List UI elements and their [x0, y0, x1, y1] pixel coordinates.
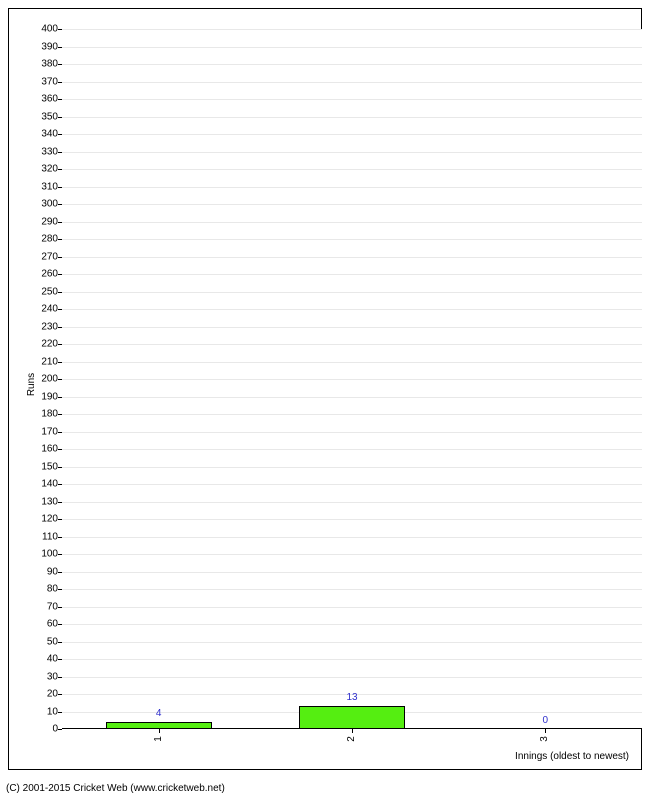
gridline [62, 519, 642, 520]
y-tick-label: 20 [47, 689, 62, 700]
y-tick-label: 160 [41, 444, 62, 455]
y-tick-label: 300 [41, 199, 62, 210]
gridline [62, 467, 642, 468]
gridline [62, 327, 642, 328]
y-tick-label: 390 [41, 41, 62, 52]
y-tick-label: 90 [47, 566, 62, 577]
x-tick-label: 3 [539, 736, 550, 742]
x-tick-mark [545, 729, 546, 733]
gridline [62, 274, 642, 275]
y-tick-label: 120 [41, 514, 62, 525]
y-tick-label: 310 [41, 181, 62, 192]
y-tick-label: 340 [41, 129, 62, 140]
gridline [62, 169, 642, 170]
gridline [62, 292, 642, 293]
gridline [62, 239, 642, 240]
bar-value-label: 13 [346, 692, 357, 703]
y-tick-label: 290 [41, 216, 62, 227]
y-tick-label: 0 [52, 724, 62, 735]
y-tick-label: 380 [41, 59, 62, 70]
gridline [62, 537, 642, 538]
gridline [62, 362, 642, 363]
gridline [62, 344, 642, 345]
y-tick-label: 30 [47, 671, 62, 682]
bar [106, 722, 212, 729]
y-tick-label: 60 [47, 619, 62, 630]
y-tick-label: 270 [41, 251, 62, 262]
y-tick-label: 280 [41, 234, 62, 245]
y-tick-label: 400 [41, 24, 62, 35]
x-tick-label: 2 [346, 736, 357, 742]
gridline [62, 397, 642, 398]
y-tick-label: 150 [41, 461, 62, 472]
gridline [62, 449, 642, 450]
gridline [62, 414, 642, 415]
gridline [62, 204, 642, 205]
gridline [62, 379, 642, 380]
y-tick-label: 330 [41, 146, 62, 157]
gridline [62, 99, 642, 100]
y-tick-label: 360 [41, 94, 62, 105]
y-tick-label: 260 [41, 269, 62, 280]
gridline [62, 29, 642, 30]
y-tick-label: 250 [41, 286, 62, 297]
plot-area: 0102030405060708090100110120130140150160… [62, 29, 642, 729]
gridline [62, 117, 642, 118]
gridline [62, 309, 642, 310]
y-tick-label: 350 [41, 111, 62, 122]
y-tick-label: 110 [42, 531, 62, 542]
gridline [62, 64, 642, 65]
chart-container: 0102030405060708090100110120130140150160… [0, 0, 650, 800]
gridline [62, 659, 642, 660]
y-tick-label: 370 [41, 76, 62, 87]
y-tick-label: 190 [41, 391, 62, 402]
y-axis-title: Runs [26, 373, 37, 396]
y-tick-label: 200 [41, 374, 62, 385]
chart-border: 0102030405060708090100110120130140150160… [8, 8, 642, 770]
y-tick-label: 210 [41, 356, 62, 367]
gridline [62, 642, 642, 643]
y-tick-label: 70 [47, 601, 62, 612]
gridline [62, 134, 642, 135]
y-tick-label: 40 [47, 654, 62, 665]
y-tick-label: 240 [41, 304, 62, 315]
gridline [62, 187, 642, 188]
gridline [62, 47, 642, 48]
x-axis-title: Innings (oldest to newest) [515, 751, 629, 762]
gridline [62, 432, 642, 433]
copyright-text: (C) 2001-2015 Cricket Web (www.cricketwe… [6, 783, 225, 794]
y-tick-label: 100 [41, 549, 62, 560]
gridline [62, 222, 642, 223]
y-tick-label: 220 [41, 339, 62, 350]
y-tick-label: 130 [41, 496, 62, 507]
gridline [62, 607, 642, 608]
gridline [62, 502, 642, 503]
bar-value-label: 4 [156, 708, 162, 719]
gridline [62, 484, 642, 485]
gridline [62, 152, 642, 153]
gridline [62, 82, 642, 83]
gridline [62, 257, 642, 258]
gridline [62, 554, 642, 555]
x-tick-mark [159, 729, 160, 733]
y-tick-label: 80 [47, 584, 62, 595]
bar-value-label: 0 [543, 715, 549, 726]
y-tick-label: 50 [47, 636, 62, 647]
y-tick-label: 140 [41, 479, 62, 490]
y-tick-label: 180 [41, 409, 62, 420]
gridline [62, 572, 642, 573]
bar [299, 706, 405, 729]
y-tick-label: 320 [41, 164, 62, 175]
gridline [62, 624, 642, 625]
x-tick-mark [352, 729, 353, 733]
y-tick-label: 230 [41, 321, 62, 332]
gridline [62, 677, 642, 678]
y-tick-label: 10 [47, 706, 62, 717]
y-tick-label: 170 [41, 426, 62, 437]
x-tick-label: 1 [153, 736, 164, 742]
gridline [62, 589, 642, 590]
